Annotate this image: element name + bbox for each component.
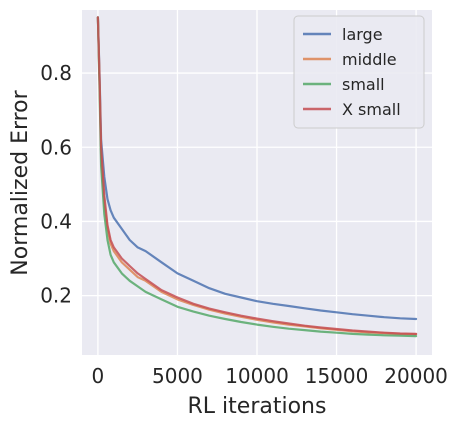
series-line-small [96, 16, 418, 338]
legend-box [293, 15, 425, 129]
x-tick-label: 15000 [305, 364, 369, 388]
tick-labels: 0 5000 10000 15000 20000 0.2 0.4 0.6 0.8 [40, 61, 448, 388]
x-tick-label: 0 [92, 364, 105, 388]
legend-label-middle: middle [342, 50, 397, 69]
series-lines [96, 16, 418, 338]
y-tick-label: 0.6 [40, 135, 72, 159]
series-line-large [96, 16, 418, 321]
y-tick-label: 0.8 [40, 61, 72, 85]
legend-label-x-small: X small [342, 100, 401, 119]
legend-label-small: small [342, 75, 385, 94]
legend: large middle small X small [293, 15, 425, 129]
y-axis-label: Normalized Error [8, 89, 33, 275]
x-axis-label: RL iterations [188, 394, 327, 419]
legend-label-large: large [342, 25, 383, 44]
y-tick-label: 0.2 [40, 284, 72, 308]
x-tick-label: 10000 [225, 364, 289, 388]
x-tick-label: 5000 [152, 364, 203, 388]
x-tick-label: 20000 [384, 364, 448, 388]
series-line-x-small [96, 16, 418, 335]
y-tick-label: 0.4 [40, 209, 72, 233]
